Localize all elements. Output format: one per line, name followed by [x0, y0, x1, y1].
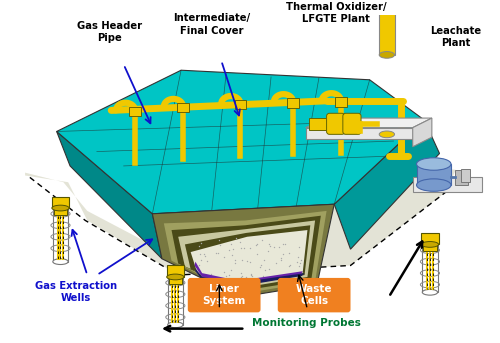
Ellipse shape: [422, 289, 438, 295]
Bar: [460, 169, 470, 182]
Bar: [379, 0, 394, 55]
Bar: [412, 177, 482, 192]
Polygon shape: [178, 221, 315, 288]
Ellipse shape: [53, 199, 68, 204]
Polygon shape: [56, 70, 424, 214]
Polygon shape: [185, 225, 310, 286]
Polygon shape: [164, 211, 326, 294]
Bar: [168, 270, 183, 325]
Polygon shape: [152, 204, 334, 297]
Ellipse shape: [52, 205, 69, 211]
Polygon shape: [306, 118, 432, 128]
Polygon shape: [190, 230, 308, 284]
Text: Gas Extraction
Wells: Gas Extraction Wells: [34, 281, 117, 303]
Polygon shape: [25, 166, 456, 275]
Ellipse shape: [422, 235, 438, 240]
Text: Leachate
Plant: Leachate Plant: [430, 26, 482, 48]
Text: Monitoring Probes: Monitoring Probes: [252, 318, 361, 328]
FancyBboxPatch shape: [130, 107, 141, 116]
Polygon shape: [306, 128, 412, 139]
FancyBboxPatch shape: [288, 98, 299, 108]
FancyBboxPatch shape: [343, 113, 361, 134]
Ellipse shape: [422, 241, 438, 247]
Bar: [423, 244, 436, 251]
Bar: [54, 207, 67, 215]
FancyBboxPatch shape: [326, 113, 345, 134]
Polygon shape: [196, 268, 304, 286]
FancyBboxPatch shape: [234, 100, 246, 109]
FancyBboxPatch shape: [178, 103, 188, 112]
Text: Gas Header
Pipe: Gas Header Pipe: [76, 21, 142, 44]
Bar: [168, 276, 182, 284]
Ellipse shape: [166, 274, 184, 280]
Bar: [422, 238, 438, 292]
Bar: [416, 164, 451, 185]
Bar: [166, 265, 184, 277]
Ellipse shape: [416, 158, 451, 170]
Text: Intermediate/
Final Cover: Intermediate/ Final Cover: [173, 13, 250, 36]
Ellipse shape: [379, 131, 394, 138]
Text: Liner
System: Liner System: [202, 284, 246, 306]
FancyBboxPatch shape: [278, 278, 350, 312]
Polygon shape: [194, 262, 302, 285]
Text: Thermal Oxidizer/
LFGTE Plant: Thermal Oxidizer/ LFGTE Plant: [286, 2, 386, 24]
Bar: [52, 197, 69, 208]
Ellipse shape: [379, 51, 394, 58]
Ellipse shape: [168, 322, 183, 328]
Polygon shape: [412, 118, 432, 147]
Polygon shape: [334, 120, 440, 249]
Ellipse shape: [168, 268, 183, 273]
Bar: [53, 201, 68, 262]
Bar: [422, 233, 438, 245]
Text: Waste
Cells: Waste Cells: [296, 284, 333, 306]
Polygon shape: [172, 216, 321, 291]
Polygon shape: [56, 131, 162, 259]
FancyBboxPatch shape: [335, 97, 346, 107]
Bar: [455, 170, 468, 185]
Ellipse shape: [416, 179, 451, 191]
Bar: [310, 118, 326, 130]
Ellipse shape: [53, 259, 68, 264]
FancyBboxPatch shape: [188, 278, 260, 312]
